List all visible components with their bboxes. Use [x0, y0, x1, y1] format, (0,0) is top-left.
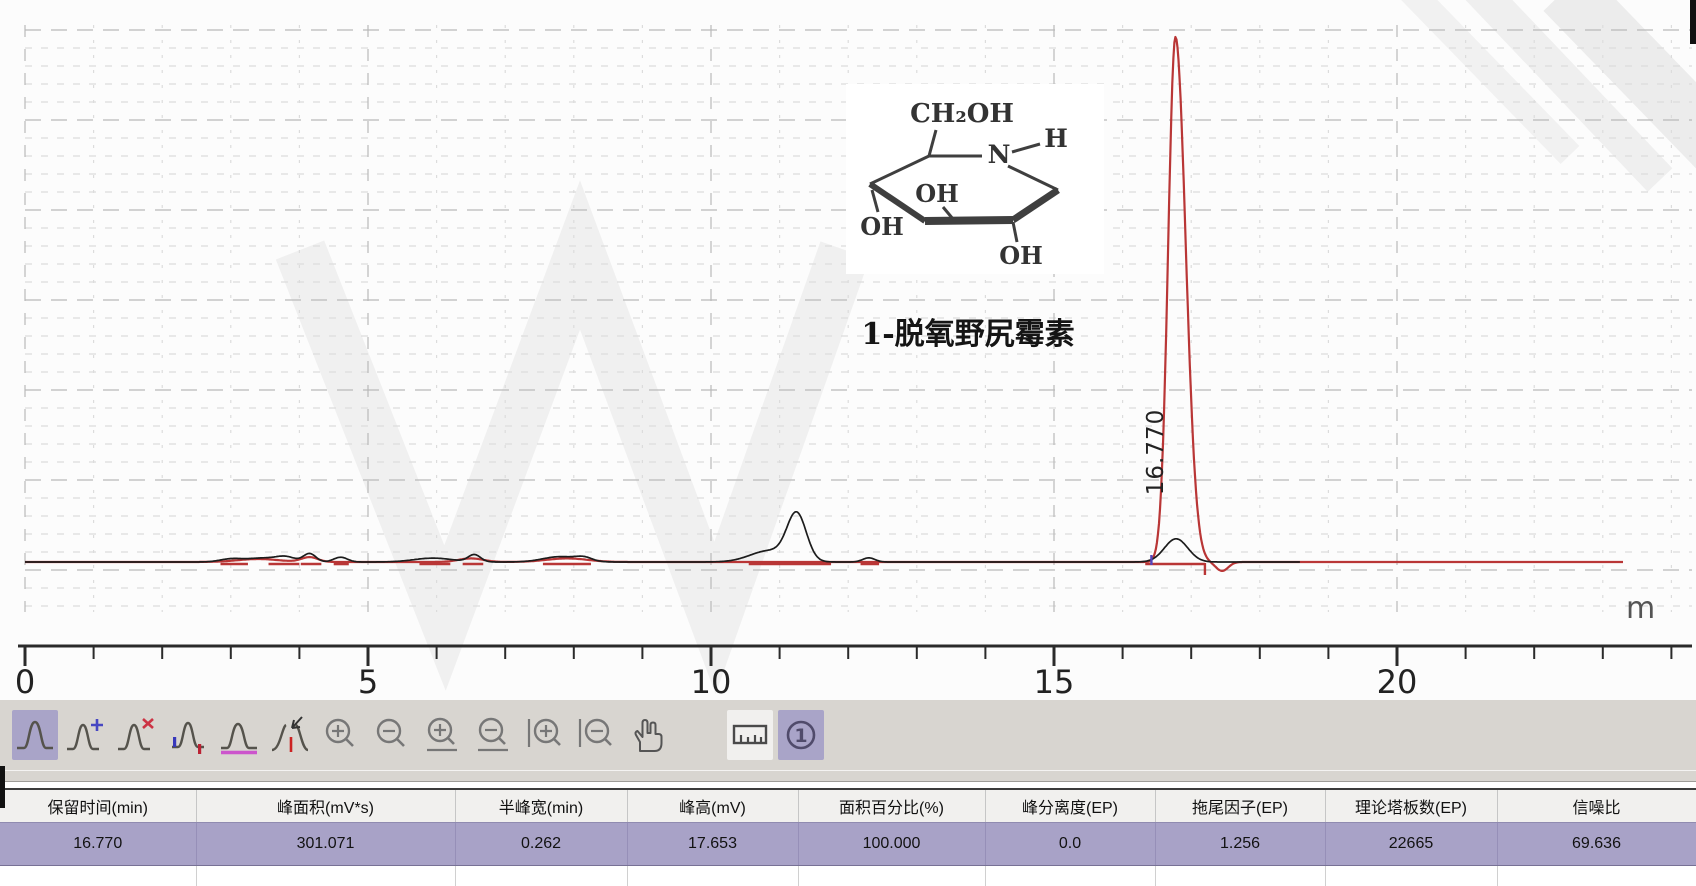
- peak-split-icon: [270, 715, 310, 755]
- col-header-half-peak-width[interactable]: 半峰宽(min): [455, 790, 627, 823]
- molecule-label-ch2oh: CH₂OH: [910, 99, 1014, 129]
- chromatogram-plot[interactable]: 16.770 CH₂OH N: [0, 0, 1696, 700]
- cell-tailing-factor: 1.256: [1155, 823, 1325, 866]
- zoom-in-button[interactable]: [318, 710, 364, 760]
- peak-add-icon: [66, 715, 106, 755]
- ruler-icon: [730, 715, 770, 755]
- zoom-in-horizontal-icon: [423, 715, 463, 755]
- zoom-out-vertical-icon: [576, 715, 616, 755]
- cell-half-peak-width: 0.262: [455, 823, 627, 866]
- molecule-label-oh-bottom: OH: [999, 241, 1043, 270]
- x-tick-label: 5: [358, 663, 378, 700]
- cell-resolution: 0.0: [985, 823, 1155, 866]
- table-empty-row[interactable]: [0, 866, 1696, 886]
- col-header-tailing-factor[interactable]: 拖尾因子(EP): [1155, 790, 1325, 823]
- peak-limits-button[interactable]: [165, 710, 211, 760]
- cell-theoretical-plates: 22665: [1325, 823, 1497, 866]
- circled-1-glyph: 1: [794, 725, 807, 747]
- zoom-out-horizontal-button[interactable]: [471, 710, 517, 760]
- zoom-in-vertical-button[interactable]: [522, 710, 568, 760]
- pan-hand-button[interactable]: [624, 710, 670, 760]
- peak-add-button[interactable]: [63, 710, 109, 760]
- molecule-label-oh-mid: OH: [915, 179, 959, 208]
- zoom-out-vertical-button[interactable]: [573, 710, 619, 760]
- x-axis-unit-label: m: [1626, 591, 1655, 626]
- col-header-signal-noise-ratio[interactable]: 信噪比: [1497, 790, 1696, 823]
- peak-results-table: 保留时间(min) 峰面积(mV*s) 半峰宽(min) 峰高(mV) 面积百分…: [0, 788, 1696, 886]
- x-tick-label: 10: [691, 663, 732, 700]
- cell-peak-area: 301.071: [196, 823, 455, 866]
- table-header-row: 保留时间(min) 峰面积(mV*s) 半峰宽(min) 峰高(mV) 面积百分…: [0, 790, 1696, 823]
- peak-number-button[interactable]: 1: [778, 710, 824, 760]
- zoom-out-horizontal-icon: [474, 715, 514, 755]
- zoom-out-button[interactable]: [369, 710, 415, 760]
- chromatogram-canvas: 16.770 CH₂OH N: [0, 0, 1696, 700]
- col-header-retention-time[interactable]: 保留时间(min): [0, 790, 196, 823]
- zoom-out-icon: [372, 715, 412, 755]
- peak-icon: [15, 715, 55, 755]
- screen-edge-artifact: [0, 766, 5, 808]
- peak-baseline-button[interactable]: [216, 710, 262, 760]
- circled-1-icon: 1: [781, 715, 821, 755]
- peak-limits-icon: [168, 715, 208, 755]
- x-tick-label: 0: [15, 663, 35, 700]
- cell-retention-time: 16.770: [0, 823, 196, 866]
- x-axis: 0 5 10 15 20: [15, 646, 1692, 700]
- toolbar: 1: [0, 700, 1696, 770]
- zoom-in-vertical-icon: [525, 715, 565, 755]
- cell-peak-height: 17.653: [627, 823, 798, 866]
- peak-delete-button[interactable]: [114, 710, 160, 760]
- cell-signal-noise-ratio: 69.636: [1497, 823, 1696, 866]
- x-tick-label: 15: [1034, 663, 1075, 700]
- zoom-in-horizontal-button[interactable]: [420, 710, 466, 760]
- cell-area-percent: 100.000: [798, 823, 985, 866]
- screen-edge-artifact: [1690, 0, 1696, 44]
- peak-select-button[interactable]: [12, 710, 58, 760]
- x-tick-label: 20: [1377, 663, 1418, 700]
- peak-retention-label: 16.770: [1143, 409, 1169, 495]
- peak-baseline-icon: [219, 715, 259, 755]
- molecule-label-h: H: [1044, 124, 1068, 153]
- hand-icon: [627, 715, 667, 755]
- peak-delete-icon: [117, 715, 157, 755]
- molecule-label-n: N: [988, 140, 1011, 169]
- col-header-resolution[interactable]: 峰分离度(EP): [985, 790, 1155, 823]
- molecule-structure: CH₂OH N H OH OH OH 1-脱氧野尻霉素: [846, 84, 1104, 352]
- col-header-theoretical-plates[interactable]: 理论塔板数(EP): [1325, 790, 1497, 823]
- molecule-label-oh-left: OH: [860, 212, 904, 241]
- compound-name-caption: 1-脱氧野尻霉素: [861, 317, 1074, 352]
- ruler-button[interactable]: [727, 710, 773, 760]
- table-row-selected[interactable]: 16.770 301.071 0.262 17.653 100.000 0.0 …: [0, 823, 1696, 866]
- col-header-area-percent[interactable]: 面积百分比(%): [798, 790, 985, 823]
- peak-split-button[interactable]: [267, 710, 313, 760]
- toolbar-table-divider: [0, 770, 1696, 782]
- col-header-peak-height[interactable]: 峰高(mV): [627, 790, 798, 823]
- col-header-peak-area[interactable]: 峰面积(mV*s): [196, 790, 455, 823]
- zoom-in-icon: [321, 715, 361, 755]
